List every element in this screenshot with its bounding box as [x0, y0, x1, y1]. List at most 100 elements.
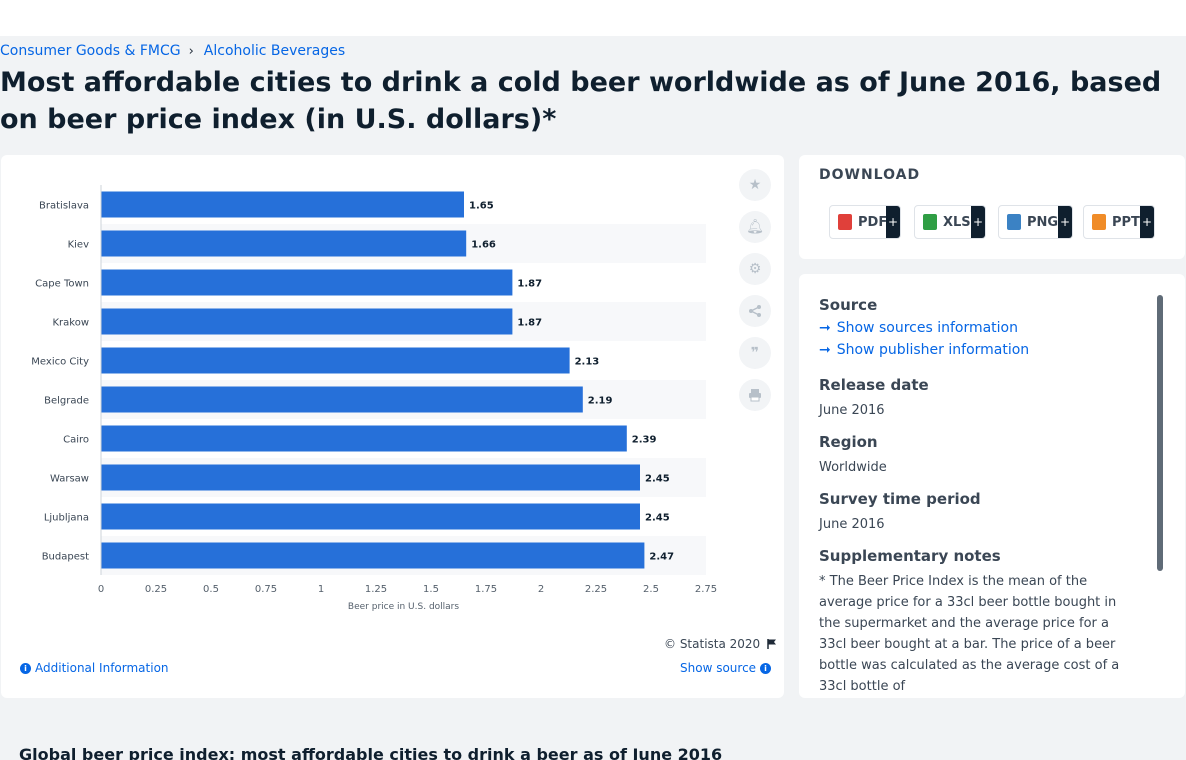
category-label: Warsaw [50, 474, 89, 485]
info-icon: i [20, 662, 31, 674]
download-title: DOWNLOAD [819, 167, 921, 183]
xls-file-icon [923, 214, 937, 230]
category-label: Belgrade [44, 396, 89, 407]
download-pdf-button[interactable]: PDF + [829, 205, 901, 239]
ppt-file-icon [1092, 214, 1106, 230]
category-label: Budapest [42, 552, 89, 563]
survey-period-heading: Survey time period [819, 490, 981, 508]
category-label: Ljubljana [44, 513, 89, 524]
data-label: 1.66 [471, 240, 496, 251]
download-pdf-label: PDF [858, 214, 888, 230]
show-publisher-label: Show publisher information [836, 342, 1030, 358]
print-icon [749, 389, 761, 402]
show-publisher-link[interactable]: ➞ Show publisher information [819, 342, 1139, 358]
bar-belgrade [101, 386, 583, 413]
arrow-right-icon: ➞ [819, 320, 831, 336]
bar-krakow [101, 308, 513, 335]
related-statistic-title[interactable]: Global beer price index: most affordable… [19, 745, 723, 760]
category-label: Mexico City [31, 357, 89, 368]
region-heading: Region [819, 433, 878, 451]
survey-period-value: June 2016 [819, 517, 885, 532]
info-icon: i [760, 662, 772, 674]
bar-warsaw [101, 464, 640, 491]
category-label: Bratislava [39, 201, 89, 212]
data-label: 2.19 [588, 396, 613, 407]
download-png-label: PNG [1027, 214, 1059, 230]
breadcrumb: Consumer Goods & FMCG › Alcoholic Bevera… [0, 43, 345, 59]
copyright: © Statista 2020 [664, 637, 778, 651]
region-value: Worldwide [819, 460, 887, 475]
x-tick-label: 2 [538, 584, 544, 595]
favorite-button[interactable]: ★ [739, 169, 771, 201]
download-ppt-label: PPT [1112, 214, 1140, 230]
x-tick-label: 2.25 [585, 584, 607, 595]
x-axis-title: Beer price in U.S. dollars [348, 602, 459, 612]
x-tick-label: 2.5 [643, 584, 659, 595]
bar-mexico-city [101, 347, 570, 374]
x-tick-label: 1 [318, 584, 324, 595]
bar-chart: Bratislava 1.65 Kiev 1.66 Cape Town 1.87 Krako… [31, 185, 717, 612]
cite-button[interactable]: ❞ [739, 337, 771, 369]
x-tick-label: 0.75 [255, 584, 277, 595]
download-png-button[interactable]: PNG + [998, 205, 1073, 239]
data-label: 2.45 [645, 474, 670, 485]
supplementary-notes-value: * The Beer Price Index is the mean of th… [819, 574, 1120, 694]
page-title: Most affordable cities to drink a cold b… [0, 67, 1162, 135]
x-tick-label: 0.5 [203, 584, 219, 595]
download-ppt-button[interactable]: PPT + [1083, 205, 1155, 239]
data-label: 1.65 [469, 201, 494, 212]
top-bar [0, 0, 1186, 36]
show-sources-link[interactable]: ➞ Show sources information [819, 320, 1139, 336]
x-tick-label: 1.25 [365, 584, 387, 595]
plus-icon: + [971, 206, 985, 238]
notification-button[interactable]: 🔔︎ [739, 211, 771, 243]
share-button[interactable] [739, 295, 771, 327]
release-date-value: June 2016 [819, 403, 885, 418]
breadcrumb-item-alcoholic-beverages[interactable]: Alcoholic Beverages [203, 43, 346, 59]
source-heading: Source [819, 296, 878, 314]
download-xls-button[interactable]: XLS + [914, 205, 986, 239]
category-label: Kiev [68, 240, 89, 251]
category-label: Krakow [52, 318, 89, 329]
data-label: 2.13 [575, 357, 600, 368]
arrow-right-icon: ➞ [819, 342, 831, 358]
bar-cape-town [101, 269, 513, 296]
category-label: Cairo [63, 435, 89, 446]
supplementary-notes-heading: Supplementary notes [819, 547, 1001, 565]
bar-bratislava [101, 191, 464, 218]
statistic-info-content: Source ➞ Show sources information ➞ Show… [819, 296, 1139, 697]
x-tick-label: 0 [98, 584, 104, 595]
show-source-label: Show source [680, 661, 757, 675]
download-panel: DOWNLOAD PDF + XLS + PNG + PPT + [799, 155, 1185, 259]
additional-information-label: Additional Information [35, 661, 169, 675]
pdf-file-icon [838, 214, 852, 230]
show-sources-label: Show sources information [836, 320, 1018, 336]
print-button[interactable] [739, 379, 771, 411]
x-tick-label: 2.75 [695, 584, 717, 595]
flag-icon[interactable] [766, 638, 778, 650]
data-label: 1.87 [517, 279, 542, 290]
breadcrumb-item-consumer-goods[interactable]: Consumer Goods & FMCG [0, 43, 181, 59]
show-source-link[interactable]: Show source i [680, 661, 772, 675]
share-icon [749, 305, 761, 317]
data-label: 2.39 [632, 435, 657, 446]
breadcrumb-separator: › [188, 43, 194, 59]
copyright-text: © Statista 2020 [664, 637, 761, 651]
plus-icon: + [886, 206, 900, 238]
additional-information-link[interactable]: i Additional Information [20, 661, 169, 675]
category-label: Cape Town [35, 279, 89, 290]
bar-budapest [101, 542, 645, 569]
statistic-info-panel: Source ➞ Show sources information ➞ Show… [799, 274, 1185, 698]
settings-button[interactable]: ⚙ [739, 253, 771, 285]
png-file-icon [1007, 214, 1021, 230]
info-panel-scrollbar[interactable] [1157, 295, 1163, 571]
bar-cairo [101, 425, 627, 452]
bar-ljubljana [101, 503, 640, 530]
x-tick-label: 1.5 [423, 584, 439, 595]
x-tick-label: 0.25 [145, 584, 167, 595]
quote-icon: ❞ [750, 345, 760, 361]
release-date-heading: Release date [819, 376, 929, 394]
download-xls-label: XLS [943, 214, 971, 230]
bar-kiev [101, 230, 467, 257]
